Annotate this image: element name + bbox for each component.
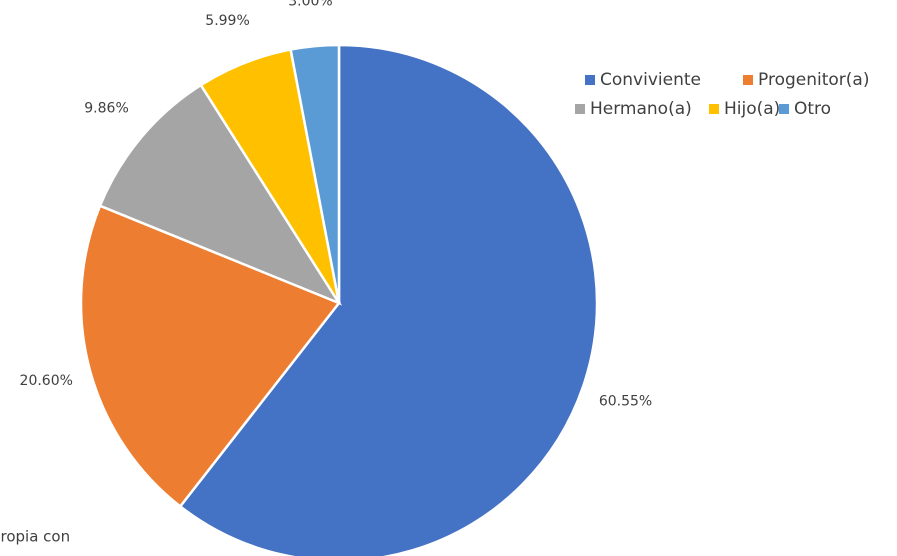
legend-label: Hijo(a) [724,99,780,119]
legend-label: Conviviente [600,70,701,90]
pie-slice [98,83,343,306]
legend-marker [585,75,595,85]
data-label: 3.00% [288,0,332,9]
legend-marker [575,104,585,114]
data-label: 5.99% [205,13,249,29]
legend-marker [779,104,789,114]
data-label: 60.55% [599,394,652,410]
pie-slice [289,43,341,304]
legend-label: Otro [794,99,831,119]
pie-slice [79,204,342,509]
pie-slice [178,43,599,556]
footer-text: propia con [0,528,70,546]
data-label: 20.60% [20,373,73,389]
legend-label: Hermano(a) [590,99,692,119]
legend-label: Progenitor(a) [758,70,869,90]
data-label: 9.86% [84,101,128,117]
legend-marker [743,75,753,85]
legend-marker [709,104,719,114]
